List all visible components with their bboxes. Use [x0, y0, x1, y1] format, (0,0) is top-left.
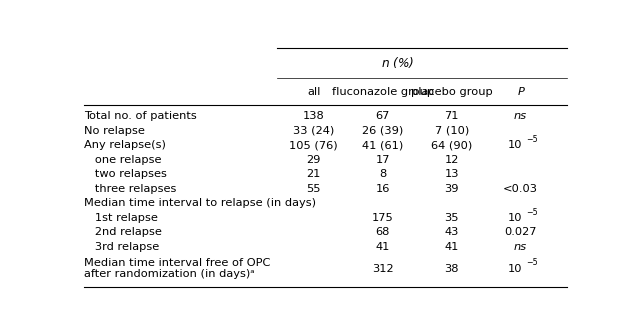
Text: 0.027: 0.027: [504, 227, 537, 237]
Text: 138: 138: [303, 111, 324, 121]
Text: Any relapse(s): Any relapse(s): [85, 140, 166, 150]
Text: three relapses: three relapses: [85, 184, 177, 194]
Text: ns: ns: [514, 111, 527, 121]
Text: 33 (24): 33 (24): [293, 126, 335, 136]
Text: 39: 39: [445, 184, 459, 194]
Text: 17: 17: [375, 155, 390, 165]
Text: 13: 13: [445, 169, 459, 179]
Text: Median time interval to relapse (in days): Median time interval to relapse (in days…: [85, 198, 317, 208]
Text: 10: 10: [508, 264, 522, 274]
Text: 10: 10: [508, 213, 522, 223]
Text: −5: −5: [526, 258, 537, 267]
Text: after randomization (in days)ᵃ: after randomization (in days)ᵃ: [85, 269, 255, 279]
Text: 64 (90): 64 (90): [431, 140, 473, 150]
Text: −5: −5: [526, 135, 537, 144]
Text: 43: 43: [445, 227, 459, 237]
Text: one relapse: one relapse: [85, 155, 162, 165]
Text: 8: 8: [379, 169, 386, 179]
Text: 71: 71: [445, 111, 459, 121]
Text: $n$ (%): $n$ (%): [381, 55, 414, 70]
Text: 35: 35: [445, 213, 459, 223]
Text: 12: 12: [445, 155, 459, 165]
Text: 312: 312: [372, 264, 394, 274]
Text: 105 (76): 105 (76): [289, 140, 338, 150]
Text: 1st relapse: 1st relapse: [85, 213, 158, 223]
Text: 2nd relapse: 2nd relapse: [85, 227, 162, 237]
Text: 68: 68: [375, 227, 390, 237]
Text: −5: −5: [526, 208, 537, 217]
Text: 3rd relapse: 3rd relapse: [85, 242, 160, 252]
Text: 7 (10): 7 (10): [434, 126, 469, 136]
Text: P: P: [517, 86, 524, 97]
Text: Total no. of patients: Total no. of patients: [85, 111, 197, 121]
Text: No relapse: No relapse: [85, 126, 145, 136]
Text: 26 (39): 26 (39): [362, 126, 403, 136]
Text: 41 (61): 41 (61): [362, 140, 403, 150]
Text: 16: 16: [375, 184, 390, 194]
Text: placebo group: placebo group: [411, 86, 492, 97]
Text: 67: 67: [375, 111, 390, 121]
Text: 10: 10: [508, 140, 522, 150]
Text: 41: 41: [375, 242, 390, 252]
Text: <0.03: <0.03: [503, 184, 538, 194]
Text: 21: 21: [307, 169, 321, 179]
Text: Median time interval free of OPC: Median time interval free of OPC: [85, 258, 271, 268]
Text: 29: 29: [307, 155, 321, 165]
Text: fluconazole group: fluconazole group: [331, 86, 434, 97]
Text: 38: 38: [445, 264, 459, 274]
Text: 41: 41: [445, 242, 459, 252]
Text: ns: ns: [514, 242, 527, 252]
Text: all: all: [307, 86, 321, 97]
Text: two relapses: two relapses: [85, 169, 167, 179]
Text: 175: 175: [372, 213, 394, 223]
Text: 55: 55: [307, 184, 321, 194]
